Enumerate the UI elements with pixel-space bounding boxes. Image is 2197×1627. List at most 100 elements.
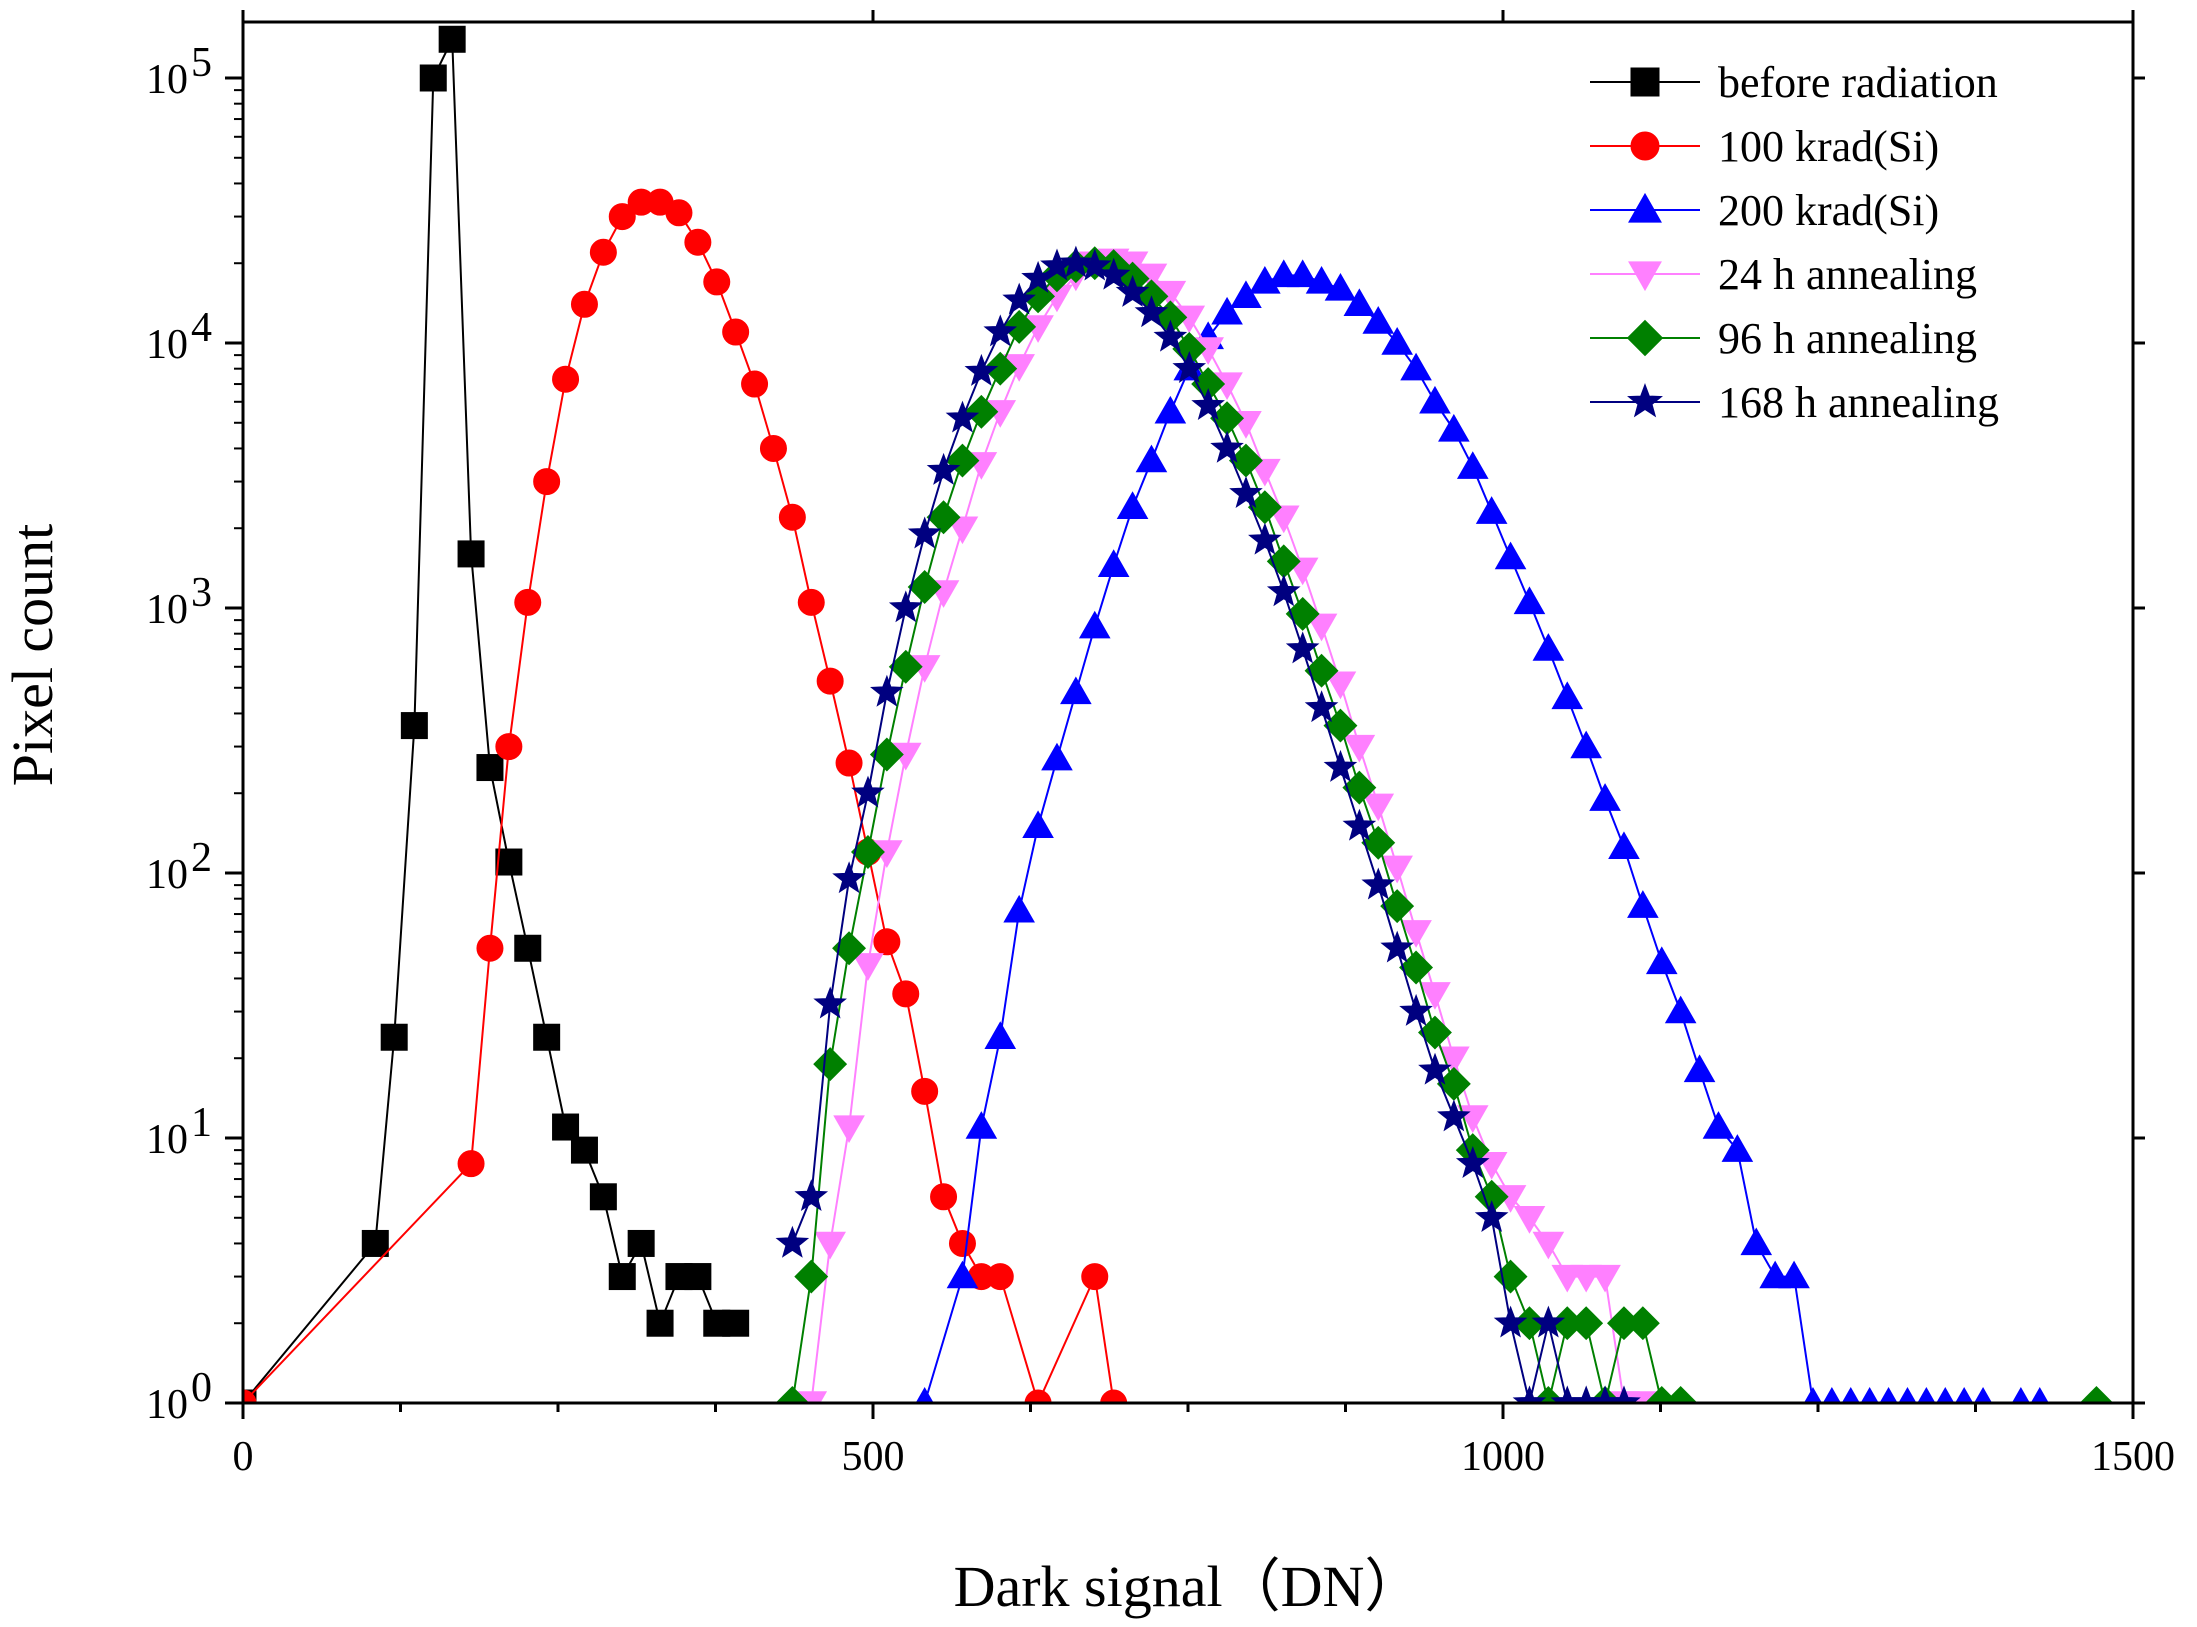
y-tick-exponent: 4 xyxy=(191,305,212,351)
data-point xyxy=(1022,810,1054,839)
data-point xyxy=(514,588,542,616)
data-point xyxy=(1399,993,1433,1026)
x-tick-label: 1500 xyxy=(2091,1434,2175,1480)
data-point xyxy=(1474,1200,1509,1233)
data-point xyxy=(1060,676,1092,705)
data-point xyxy=(1418,1052,1452,1085)
data-point xyxy=(1230,280,1262,309)
data-point xyxy=(1607,1385,1641,1403)
data-point xyxy=(794,1259,829,1294)
data-point xyxy=(1154,395,1187,424)
legend-label: before radiation xyxy=(1718,58,1998,107)
data-point xyxy=(1898,1387,1917,1403)
data-point xyxy=(1172,350,1207,383)
data-point xyxy=(1512,1385,1547,1403)
data-point xyxy=(1531,1305,1566,1338)
data-point xyxy=(1153,319,1188,352)
data-point xyxy=(1438,413,1470,442)
data-point xyxy=(794,1179,829,1212)
data-point xyxy=(380,1023,408,1051)
data-point xyxy=(1081,1263,1109,1291)
data-point xyxy=(476,934,504,962)
legend-entry: 100 krad(Si) xyxy=(1590,122,1939,171)
data-point xyxy=(1342,770,1377,805)
data-point xyxy=(946,1260,979,1289)
data-point xyxy=(1003,894,1035,923)
legend-entry: 200 krad(Si) xyxy=(1590,186,1939,235)
data-point xyxy=(759,434,787,462)
data-point xyxy=(552,1113,580,1141)
data-point xyxy=(946,516,979,545)
data-point xyxy=(495,733,523,761)
data-point xyxy=(832,861,866,894)
series-before-radiation xyxy=(243,25,750,1403)
y-tick-label: 10 xyxy=(146,1117,188,1163)
x-tick-label: 500 xyxy=(842,1434,905,1480)
data-point xyxy=(1438,1046,1470,1075)
data-point xyxy=(400,712,428,740)
y-tick-exponent: 2 xyxy=(191,835,212,881)
data-point xyxy=(684,1263,712,1291)
y-tick-label: 10 xyxy=(146,587,188,633)
data-point xyxy=(797,588,825,616)
series-24-h-annealing xyxy=(795,248,1659,1403)
data-point xyxy=(964,353,999,386)
data-point xyxy=(1400,920,1432,948)
x-tick-label: 0 xyxy=(233,1434,254,1480)
data-point xyxy=(608,1263,636,1291)
data-point xyxy=(984,1021,1017,1049)
data-point xyxy=(1627,890,1659,918)
data-point xyxy=(1115,274,1150,307)
data-point xyxy=(243,1389,257,1403)
data-point xyxy=(552,365,580,393)
data-point xyxy=(438,25,466,53)
data-point xyxy=(892,980,920,1008)
data-point xyxy=(1343,734,1376,763)
data-point xyxy=(778,503,806,531)
data-point xyxy=(1475,496,1508,524)
data-point xyxy=(1513,586,1546,615)
data-point xyxy=(1305,265,1338,294)
data-point xyxy=(983,351,1018,386)
data-point xyxy=(1041,742,1073,771)
series-200-krad-si- xyxy=(915,259,2049,1403)
series-line xyxy=(923,274,2040,1403)
data-point xyxy=(945,400,980,433)
data-point xyxy=(1134,295,1169,328)
data-point xyxy=(1456,451,1489,479)
data-point xyxy=(646,1309,674,1337)
data-point xyxy=(570,290,598,318)
data-point xyxy=(1304,653,1339,688)
data-point xyxy=(1841,1387,1860,1403)
data-point xyxy=(873,928,901,956)
data-point xyxy=(722,1309,750,1337)
data-point xyxy=(665,199,693,227)
legend-entry: 96 h annealing xyxy=(1590,314,1977,363)
data-point xyxy=(1286,259,1319,288)
y-tick-label: 10 xyxy=(146,57,188,103)
data-point xyxy=(533,468,561,496)
data-point xyxy=(775,1225,810,1258)
data-point xyxy=(1778,1260,1810,1289)
data-point xyxy=(1630,131,1660,161)
data-point xyxy=(1191,387,1225,420)
data-point xyxy=(1323,749,1358,782)
data-point xyxy=(1100,1389,1128,1403)
data-point xyxy=(1532,633,1565,661)
data-point xyxy=(1211,296,1243,325)
data-point xyxy=(589,238,617,266)
data-point xyxy=(1116,491,1149,519)
data-point xyxy=(1229,475,1263,508)
data-point xyxy=(1494,541,1527,570)
data-point xyxy=(1955,1387,1974,1403)
data-point xyxy=(1097,549,1130,577)
data-point xyxy=(627,1229,655,1257)
series-line xyxy=(243,38,736,1403)
data-point xyxy=(1135,444,1168,473)
y-tick-exponent: 1 xyxy=(191,1100,212,1146)
y-axis-title: Pixel count xyxy=(0,524,65,787)
legend: before radiation 100 krad(Si) 200 krad(Si)… xyxy=(1590,58,1999,427)
data-point xyxy=(930,1183,958,1211)
data-point xyxy=(1628,261,1662,292)
series-168-h-annealing xyxy=(775,245,1641,1403)
